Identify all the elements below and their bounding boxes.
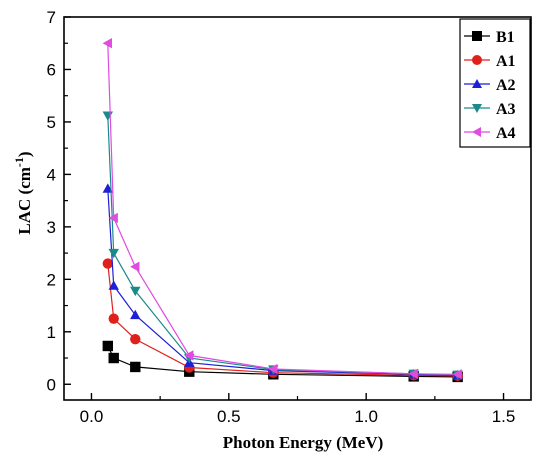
axes-layer: 0.0 0.5 1.0 1.5 0 1 2 3 4 5 6 7 xyxy=(47,8,532,426)
legend-item-B1: B1 xyxy=(464,29,515,46)
y-tick-label: 0 xyxy=(47,375,56,394)
legend-marker-A4 xyxy=(472,127,481,137)
series-line-A4 xyxy=(107,43,458,375)
legend-item-A3: A3 xyxy=(464,101,516,118)
legend-marker-A3 xyxy=(472,104,482,113)
data-point-A1-1 xyxy=(108,313,119,324)
y-tick-label: 3 xyxy=(47,218,56,237)
data-point-A4-0 xyxy=(102,38,112,49)
y-tick-label: 4 xyxy=(47,165,56,184)
data-point-A2-1 xyxy=(108,280,119,290)
data-point-A3-0 xyxy=(102,111,114,121)
legend-label: A3 xyxy=(496,101,516,118)
x-tick-label: 0.5 xyxy=(217,407,241,426)
y-tick-label: 1 xyxy=(47,323,56,342)
series-A4 xyxy=(102,38,462,380)
data-point-A2-2 xyxy=(130,309,141,320)
data-point-B1-1 xyxy=(108,352,119,364)
legend: B1 A1 A2 A3 A4 xyxy=(459,18,531,148)
legend-marker-A1 xyxy=(472,55,482,65)
legend-label: A1 xyxy=(496,53,516,70)
y-axis-title-close: ) xyxy=(15,151,34,157)
series-line-A1 xyxy=(107,263,458,377)
series-line-A2 xyxy=(107,188,458,376)
data-point-A1-2 xyxy=(130,333,141,345)
data-point-A4-4 xyxy=(268,363,278,375)
data-point-A4-2 xyxy=(130,261,140,272)
legend-marker-B1 xyxy=(472,31,482,41)
x-tick-label: 1.0 xyxy=(354,407,378,426)
data-point-A4-1 xyxy=(108,212,118,224)
data-point-A4-5 xyxy=(408,368,418,379)
legend-item-A2: A2 xyxy=(464,77,516,94)
y-tick-label: 6 xyxy=(47,60,56,79)
legend-item-A4: A4 xyxy=(464,125,516,142)
y-axis-title-superscript: -1 xyxy=(12,157,26,167)
series-line-B1 xyxy=(107,345,458,378)
data-point-B1-2 xyxy=(130,361,141,373)
legend-marker-A2 xyxy=(472,79,482,88)
y-axis-title: LAC (cm-1) xyxy=(12,151,34,234)
data-point-B1-0 xyxy=(102,340,114,352)
legend-label: A2 xyxy=(496,77,516,94)
x-tick-label: 1.5 xyxy=(492,407,516,426)
legend-item-A1: A1 xyxy=(464,53,516,70)
data-point-A1-0 xyxy=(102,258,114,269)
y-tick-label: 5 xyxy=(47,113,56,132)
y-tick-label: 2 xyxy=(47,270,56,289)
data-point-A4-3 xyxy=(184,350,194,361)
data-point-A3-1 xyxy=(108,248,119,259)
legend-box xyxy=(459,18,531,148)
legend-label: B1 xyxy=(496,29,515,46)
series-A1 xyxy=(102,258,463,382)
y-tick-label: 7 xyxy=(47,8,56,27)
series-A3 xyxy=(102,111,463,381)
legend-label: A4 xyxy=(496,125,516,142)
series-line-A3 xyxy=(107,115,458,376)
x-tick-label: 0.0 xyxy=(80,407,104,426)
x-axis-title: Photon Energy (MeV) xyxy=(223,433,384,452)
plot-layer xyxy=(102,38,463,383)
data-point-A3-2 xyxy=(130,286,141,297)
y-axis-title-text: LAC (cm xyxy=(15,167,34,235)
data-point-A4-6 xyxy=(452,369,462,380)
